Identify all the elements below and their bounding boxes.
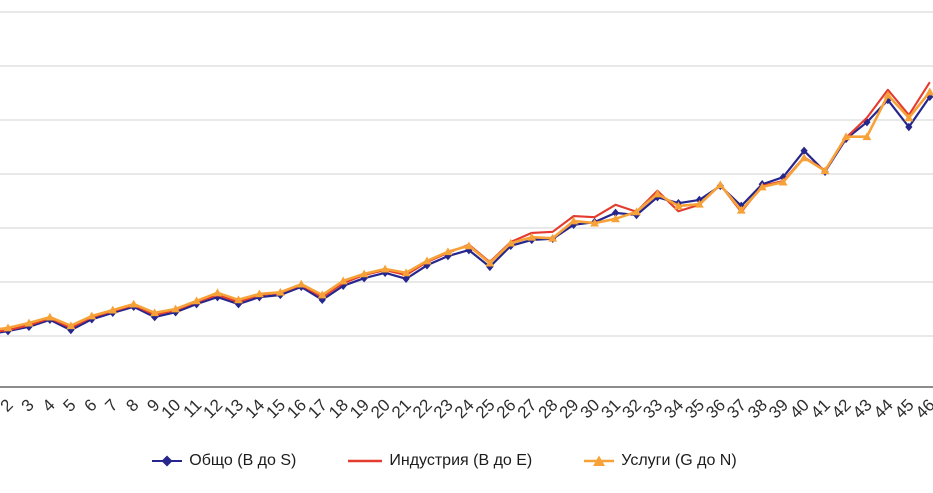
series-marker-triangle [862, 132, 872, 141]
series-marker-triangle [87, 311, 97, 320]
series-marker-diamond [465, 245, 473, 255]
series-marker-triangle [359, 269, 369, 278]
series-marker-triangle [255, 289, 264, 298]
series-marker-triangle [883, 90, 893, 99]
series-marker-triangle [904, 113, 914, 122]
series-marker-triangle [213, 288, 222, 297]
series-marker-triangle [150, 308, 160, 317]
series-marker-triangle [24, 318, 34, 327]
legend-label-industria: Индустрия (B до E) [389, 452, 533, 469]
series-marker-diamond [381, 268, 389, 278]
series-marker-triangle [841, 132, 851, 141]
series-marker-diamond [611, 208, 620, 218]
legend-item-industria: Индустрия (B до E) [348, 452, 532, 470]
series-marker-triangle [611, 214, 620, 223]
series-marker-triangle [485, 258, 495, 267]
series-marker-triangle [590, 218, 599, 227]
series-marker-diamond [402, 274, 410, 283]
series-marker-triangle [674, 201, 683, 210]
series-marker-diamond [905, 122, 913, 132]
chart-legend: Общо (B до S) Индустрия (B до E) Услуги … [0, 452, 911, 470]
series-marker-triangle [129, 299, 139, 308]
series-marker-triangle [506, 238, 516, 247]
series-marker-triangle [443, 247, 453, 256]
chart-plot: 2 3 4 5 6 7 8 910111213141516171819202122232425… [0, 11, 933, 422]
series-marker-triangle [401, 268, 411, 277]
diamond-marker-icon [152, 455, 183, 467]
legend-label-obshto: Общо (B до S) [189, 452, 297, 469]
legend-item-obshto: Общо (B до S) [152, 452, 296, 470]
series-marker-triangle [694, 199, 704, 208]
x-axis-tick-label: 4 [39, 395, 59, 415]
x-axis-tick-label: 6 [80, 395, 100, 415]
series-marker-triangle [192, 296, 201, 305]
series-marker-triangle [275, 287, 285, 296]
x-axis-tick-label: 2 [0, 395, 17, 415]
series-marker-triangle [464, 241, 474, 250]
series-marker-triangle [234, 295, 243, 304]
series-marker-triangle [778, 177, 788, 186]
series-marker-triangle [925, 87, 933, 96]
x-axis-tick-label: 5 [60, 395, 80, 415]
series-marker-triangle [527, 232, 537, 241]
series-marker-triangle [715, 180, 725, 189]
series-marker-triangle [171, 304, 180, 313]
legend-item-uslugi: Услуги (G до N) [584, 452, 737, 470]
x-axis-tick-label: 7 [101, 395, 121, 415]
series-marker-triangle [45, 312, 55, 321]
series-marker-triangle [799, 153, 809, 162]
series-marker-diamond [863, 117, 871, 127]
series-marker-triangle [317, 290, 327, 299]
triangle-marker-icon [584, 455, 615, 466]
series-marker-triangle [632, 207, 641, 216]
series-line-2 [0, 91, 931, 331]
series-marker-triangle [757, 182, 767, 191]
series-marker-triangle [820, 166, 830, 175]
legend-label-uslugi: Услуги (G до N) [621, 452, 737, 469]
series-marker-diamond [360, 274, 368, 283]
x-axis-tick-label: 3 [18, 395, 38, 415]
series-marker-triangle [548, 233, 558, 242]
series-marker-triangle [736, 205, 746, 214]
series-marker-diamond [486, 262, 494, 272]
series-marker-triangle [653, 189, 662, 198]
line-marker-icon [348, 459, 383, 463]
x-axis-tick-label: 46 [912, 395, 933, 422]
series-marker-triangle [422, 256, 432, 265]
series-line-0 [0, 96, 931, 334]
x-axis-tick-label: 8 [122, 395, 142, 415]
series-marker-triangle [108, 305, 118, 314]
series-marker-triangle [66, 321, 76, 330]
series-marker-triangle [3, 323, 13, 332]
series-marker-triangle [338, 276, 348, 285]
series-marker-triangle [296, 279, 306, 288]
series-marker-diamond [800, 146, 808, 155]
series-marker-triangle [380, 264, 390, 273]
series-marker-triangle [569, 216, 579, 225]
